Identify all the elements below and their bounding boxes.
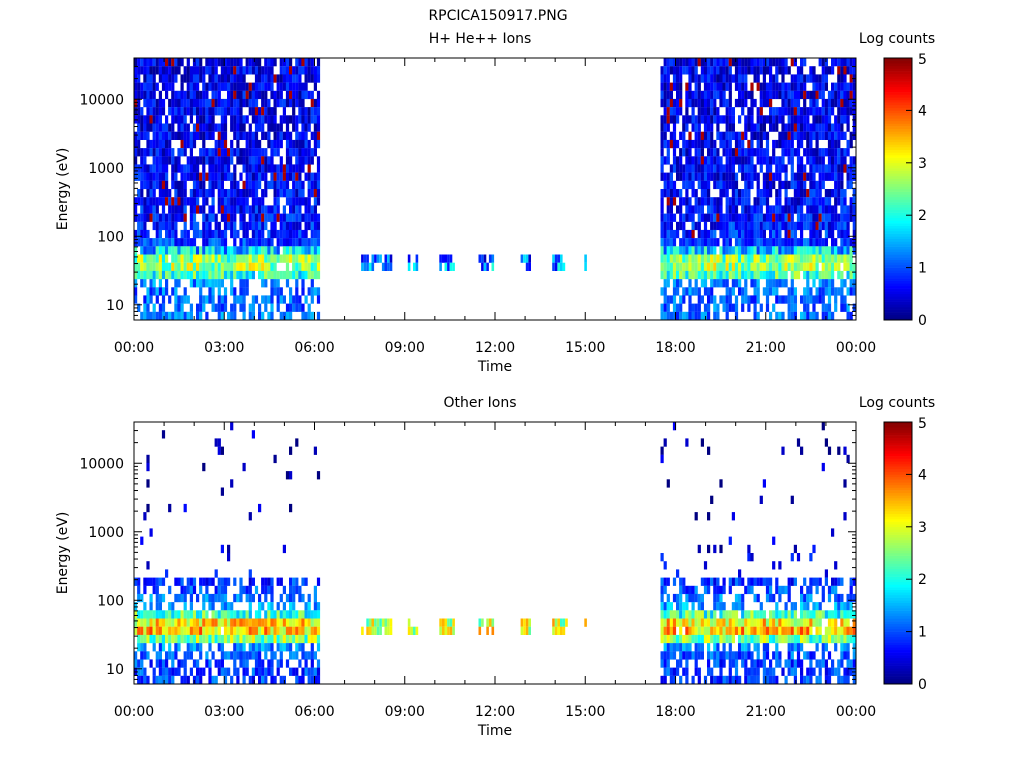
colorbar-tick-label: 2 xyxy=(918,572,927,588)
y-tick-label: 1000 xyxy=(88,161,124,177)
colorbar-tick-label: 1 xyxy=(918,625,927,641)
x-tick-label: 00:00 xyxy=(836,340,876,356)
x-axis-label: Time xyxy=(477,359,512,375)
colorbar-frame xyxy=(883,421,913,685)
x-tick-label: 15:00 xyxy=(565,340,605,356)
x-tick-label: 21:00 xyxy=(746,704,786,720)
x-tick-label: 06:00 xyxy=(294,704,334,720)
y-tick-label: 1000 xyxy=(88,525,124,541)
y-tick-label: 100 xyxy=(97,229,124,245)
y-axis-label: Energy (eV) xyxy=(55,148,71,231)
y-axis-label: Energy (eV) xyxy=(55,512,71,595)
colorbar-tick-label: 0 xyxy=(918,313,927,329)
colorbar-tick-label: 1 xyxy=(918,261,927,277)
figure-title: RPCICA150917.PNG xyxy=(428,8,567,24)
y-tick-label: 10000 xyxy=(79,92,124,108)
x-tick-label: 06:00 xyxy=(294,340,334,356)
spectrogram-cells xyxy=(134,58,856,321)
colorbar-tick-label: 4 xyxy=(918,467,927,483)
panel-1: 00:00 03:00 06:00 09:00 12:00 15:00 18:00 21:00… xyxy=(55,31,935,375)
colorbar: 0 1 2 3 4 5 Log counts xyxy=(859,31,935,329)
colorbar-label: Log counts xyxy=(859,31,935,47)
colorbar-tick-label: 2 xyxy=(918,208,927,224)
spectrogram-cells xyxy=(134,422,856,685)
x-tick-label: 18:00 xyxy=(655,704,695,720)
x-tick-label: 09:00 xyxy=(385,340,425,356)
colorbar-frame xyxy=(883,57,913,321)
colorbar-tick-label: 4 xyxy=(918,103,927,119)
x-tick-label: 12:00 xyxy=(475,340,515,356)
x-tick-label: 15:00 xyxy=(565,704,605,720)
x-tick-label: 12:00 xyxy=(475,704,515,720)
colorbar-tick-label: 5 xyxy=(918,416,927,432)
colorbar-tick-label: 3 xyxy=(918,520,927,536)
colorbar: 0 1 2 3 4 5 Log counts xyxy=(859,395,935,693)
colorbar-label: Log counts xyxy=(859,395,935,411)
x-tick-label: 00:00 xyxy=(836,704,876,720)
x-tick-label: 00:00 xyxy=(114,704,154,720)
panel-2: 00:00 03:00 06:00 09:00 12:00 15:00 18:00 21:00… xyxy=(55,395,935,739)
x-tick-label: 18:00 xyxy=(655,340,695,356)
y-tick-label: 10 xyxy=(106,662,124,678)
y-tick-label: 10 xyxy=(106,298,124,314)
x-tick-label: 21:00 xyxy=(746,340,786,356)
x-tick-label: 03:00 xyxy=(204,340,244,356)
x-axis-label: Time xyxy=(477,723,512,739)
y-tick-label: 10000 xyxy=(79,456,124,472)
y-tick-label: 100 xyxy=(97,593,124,609)
x-tick-label: 03:00 xyxy=(204,704,244,720)
colorbar-tick-label: 3 xyxy=(918,156,927,172)
panel-title: Other Ions xyxy=(443,395,516,411)
colorbar-tick-label: 0 xyxy=(918,677,927,693)
panel-title: H+ He++ Ions xyxy=(429,31,532,47)
colorbar-tick-label: 5 xyxy=(918,52,927,68)
x-tick-label: 00:00 xyxy=(114,340,154,356)
x-tick-label: 09:00 xyxy=(385,704,425,720)
